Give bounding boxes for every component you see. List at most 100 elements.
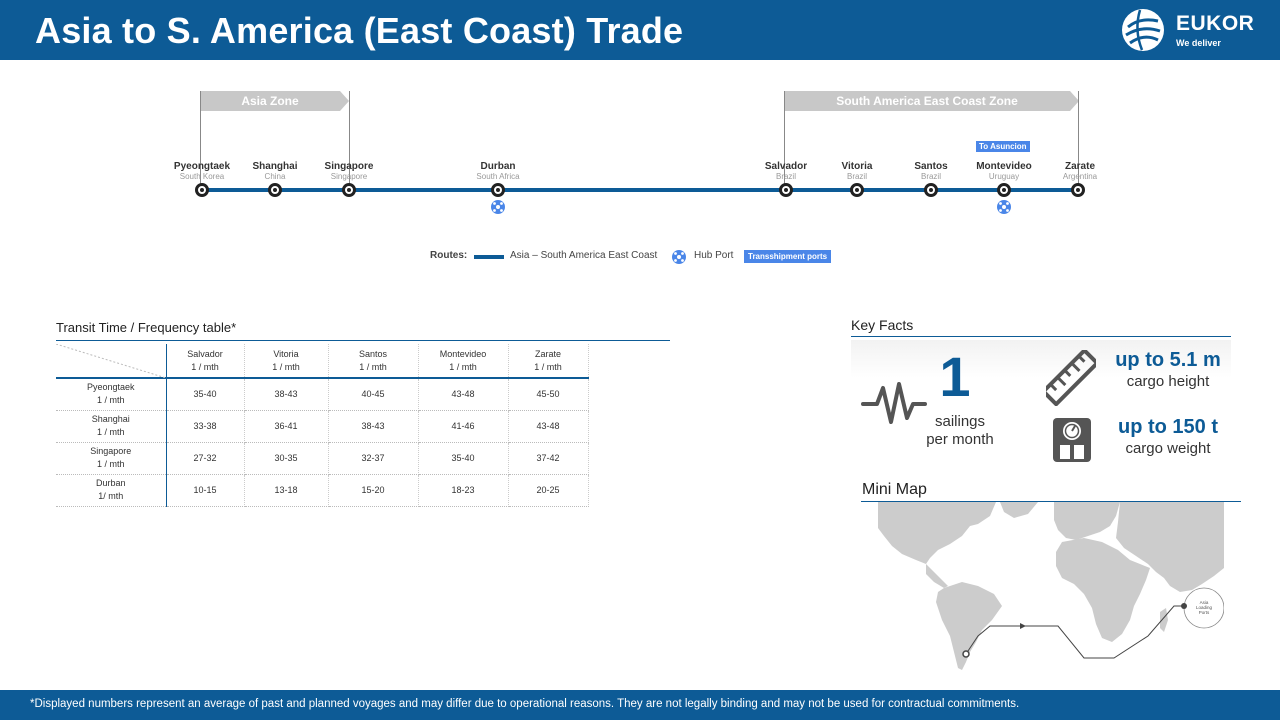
table-row: Shanghai 1 / mth 33-38 36-41 38-43 41-46 …	[56, 410, 589, 443]
africa-shape	[1056, 538, 1150, 642]
table-corner-cell	[56, 344, 167, 379]
table-cell: 35-40	[418, 442, 509, 475]
port-country: Uruguay	[988, 172, 1020, 181]
row-freq: 1 / mth	[96, 395, 125, 406]
height-label: cargo height	[1126, 373, 1210, 390]
sa-zone-label: South America East Coast Zone	[836, 94, 1018, 108]
table-cell: 45-50	[508, 378, 589, 411]
column-name: Zarate	[534, 348, 561, 359]
port-name: Zarate	[1064, 161, 1095, 172]
madagascar-shape	[1160, 608, 1168, 632]
table-cell: 43-48	[418, 378, 509, 411]
weight-value: up to 150 t	[1117, 416, 1218, 438]
page-title: Asia to S. America (East Coast) Trade	[35, 10, 684, 51]
table-row: Pyeongtaek 1 / mth 35-40 38-43 40-45 43-4…	[56, 378, 589, 411]
transshipment-tag: To Asuncion	[976, 141, 1030, 152]
footer-bar: *Displayed numbers represent an average …	[0, 690, 1280, 720]
table-cell: 32-37	[328, 442, 419, 475]
sa-zone-right-line	[1078, 91, 1079, 186]
legend-hub-port: Hub Port	[694, 250, 734, 261]
footer-disclaimer: *Displayed numbers represent an average …	[30, 698, 1020, 710]
table-cell: 38-43	[328, 410, 419, 443]
asia-zone-right-line	[349, 91, 350, 186]
port-marker-montevideo	[997, 183, 1011, 197]
port-country: Argentina	[1062, 172, 1098, 181]
port-name: Santos	[914, 161, 948, 172]
column-freq: 1 / mth	[534, 361, 562, 372]
asia-zone-left-line	[200, 91, 201, 186]
table-cell: 33-38	[166, 410, 245, 443]
table-cell: 43-48	[508, 410, 589, 443]
port-name: Vitoria	[841, 161, 873, 172]
table-cell: 30-35	[244, 442, 329, 475]
transit-table-title: Transit Time / Frequency table*	[56, 320, 237, 335]
table-cell: 37-42	[508, 442, 589, 475]
table-column-header: Zarate 1 / mth	[508, 344, 589, 379]
scale-icon	[1053, 418, 1091, 462]
table-cell: 20-25	[508, 474, 589, 507]
row-header: Shanghai 1 / mth	[56, 410, 167, 443]
port-country: Brazil	[920, 172, 941, 181]
hub-port-icon	[672, 250, 686, 264]
table-cell: 38-43	[244, 378, 329, 411]
asia-zone-label: Asia Zone	[241, 94, 299, 108]
row-header: Singapore 1 / mth	[56, 442, 167, 475]
column-name: Santos	[358, 348, 388, 359]
europe-shape	[1054, 502, 1120, 540]
table-cell: 13-18	[244, 474, 329, 507]
table-column-header: Salvador 1 / mth	[166, 344, 245, 379]
row-freq: 1 / mth	[96, 459, 125, 469]
port-marker-santos	[924, 183, 938, 197]
loading-ports-label: Ports	[1199, 610, 1210, 615]
table-cell: 27-32	[166, 442, 245, 475]
ruler-icon	[1046, 350, 1096, 406]
transit-table: Salvador 1 / mth Vitoria 1 / mth Santos 1 /…	[56, 344, 589, 507]
legend-route-name: Asia – South America East Coast	[510, 250, 658, 261]
port-marker-shanghai	[268, 183, 282, 197]
port-marker-salvador	[779, 183, 793, 197]
north-america-shape	[878, 502, 996, 564]
port-marker-vitoria	[850, 183, 864, 197]
row-name: Durban	[95, 478, 126, 488]
south-america-shape	[936, 582, 1002, 670]
port-marker-pyeongtaek	[195, 183, 209, 197]
key-facts-title: Key Facts	[851, 317, 914, 333]
port-marker-zarate	[1071, 183, 1085, 197]
sa-zone-left-line	[784, 91, 785, 186]
key-facts-rule	[851, 336, 1231, 337]
hub-port-icon	[997, 200, 1011, 214]
asia-zone-banner: Asia Zone	[200, 91, 349, 111]
route-line	[200, 188, 1078, 192]
pulse-icon	[861, 382, 927, 424]
table-row: Durban 1/ mth 10-15 13-18 15-20 18-23 20-…	[56, 474, 589, 507]
legend-transshipment: Transshipment ports	[744, 250, 832, 263]
sa-zone-arrow	[1070, 91, 1079, 111]
table-cell: 41-46	[418, 410, 509, 443]
greenland-shape	[1000, 502, 1038, 518]
hub-port-icon	[491, 200, 505, 214]
port-marker-durban	[491, 183, 505, 197]
sailings-label: sailings	[934, 413, 986, 430]
table-header-row: Salvador 1 / mth Vitoria 1 / mth Santos 1 /…	[56, 344, 589, 379]
column-name: Vitoria	[273, 348, 299, 359]
port-name: Salvador	[764, 161, 808, 172]
table-column-header: Montevideo 1 / mth	[418, 344, 509, 379]
central-america-shape	[926, 564, 948, 588]
eukor-logo: EUKOR We deliver	[1120, 6, 1270, 54]
loading-ports-label: Asia	[1200, 600, 1209, 605]
route-path	[965, 605, 1184, 659]
port-country: Brazil	[846, 172, 867, 181]
asia-zone-arrow	[340, 91, 349, 111]
port-name: Durban	[480, 161, 516, 172]
mini-map-rule	[861, 501, 1241, 502]
port-name: Montevideo	[976, 161, 1032, 172]
brand-name: EUKOR	[1176, 12, 1255, 35]
sailings-value: 1	[939, 345, 971, 408]
table-column-header: Vitoria 1 / mth	[244, 344, 329, 379]
legend-routes-label: Routes:	[430, 250, 468, 261]
header-bar: Asia to S. America (East Coast) Trade EU…	[0, 0, 1280, 60]
table-cell: 36-41	[244, 410, 329, 443]
column-freq: 1 / mth	[272, 361, 300, 372]
table-cell: 18-23	[418, 474, 509, 507]
port-name: Singapore	[324, 161, 374, 172]
